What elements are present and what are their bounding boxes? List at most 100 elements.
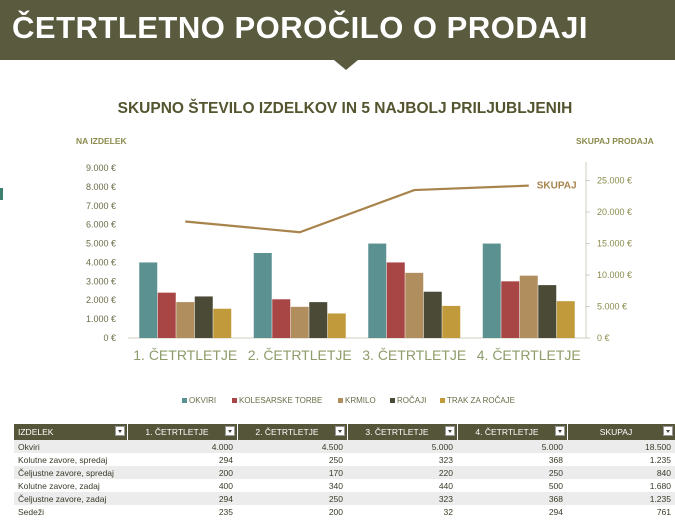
y-tick-label: 3.000 € xyxy=(86,276,116,286)
category-label: 4. ČETRTLETJE xyxy=(477,347,581,363)
total-sales-line[interactable] xyxy=(185,184,529,234)
product-name-cell[interactable]: Čeljustne zavore, zadaj xyxy=(14,492,127,505)
y-tick-label: 2.000 € xyxy=(86,295,116,305)
filter-dropdown-icon[interactable] xyxy=(662,426,673,436)
legend-item-label: ROČAJI xyxy=(397,396,426,405)
value-cell[interactable]: 235 xyxy=(127,505,237,518)
value-cell[interactable]: 500 xyxy=(457,479,567,492)
banner-notch-icon xyxy=(334,60,358,70)
value-cell[interactable]: 294 xyxy=(127,453,237,466)
value-cell[interactable]: 5.000 xyxy=(347,440,457,453)
y2-axis-caption: SKUPAJ PRODAJA xyxy=(576,136,654,146)
value-cell[interactable]: 1.235 xyxy=(567,492,675,505)
legend-swatch xyxy=(232,398,237,403)
legend-item-label: TRAK ZA ROČAJE xyxy=(447,396,515,405)
table-row[interactable]: Okviri 4.000 4.500 5.000 5.000 18.500 xyxy=(14,440,675,453)
table-row[interactable]: Kolutne zavore, zadaj 400 340 440 500 1.680 xyxy=(14,479,675,492)
filter-dropdown-icon[interactable] xyxy=(224,426,235,436)
y2-tick-label: 25.000 € xyxy=(597,176,632,186)
product-name-cell[interactable]: Kolutne zavore, zadaj xyxy=(14,479,127,492)
table-row[interactable]: Čeljustne zavore, zadaj 294 250 323 368 1.235 xyxy=(14,492,675,505)
column-header-label: 3. ČETRTLETJE xyxy=(365,427,429,437)
value-cell[interactable]: 294 xyxy=(127,492,237,505)
filter-dropdown-icon[interactable] xyxy=(114,426,125,436)
bar-trak-za-ro-aje-q1[interactable] xyxy=(213,308,232,338)
column-header-label: 2. ČETRTLETJE xyxy=(255,427,319,437)
product-name-cell[interactable]: Čeljustne zavore, spredaj xyxy=(14,466,127,479)
page-title: ČETRTLETNO POROČILO O PRODAJI xyxy=(12,10,588,45)
total-line-label: SKUPAJ xyxy=(537,181,577,192)
bar-krmilo-q3[interactable] xyxy=(405,272,424,338)
legend-swatch xyxy=(338,398,343,403)
value-cell[interactable]: 1.680 xyxy=(567,479,675,492)
category-label: 3. ČETRTLETJE xyxy=(362,347,466,363)
value-cell[interactable]: 1.235 xyxy=(567,453,675,466)
bar-krmilo-q4[interactable] xyxy=(519,275,538,338)
bar-okviri-q4[interactable] xyxy=(482,243,501,338)
value-cell[interactable]: 840 xyxy=(567,466,675,479)
table-row[interactable]: Kolutne zavore, spredaj 294 250 323 368 1.235 xyxy=(14,453,675,466)
legend-swatch xyxy=(440,398,445,403)
product-name-cell[interactable]: Okviri xyxy=(14,440,127,453)
value-cell[interactable]: 368 xyxy=(457,453,567,466)
y-tick-label: 0 € xyxy=(103,333,116,343)
table-row[interactable]: Sedeži 235 200 32 294 761 xyxy=(14,505,675,518)
bar-trak-za-ro-aje-q3[interactable] xyxy=(442,305,461,338)
y2-tick-label: 20.000 € xyxy=(597,207,632,217)
bar-kolesarske-torbe-q4[interactable] xyxy=(501,281,520,338)
value-cell[interactable]: 4.500 xyxy=(237,440,347,453)
value-cell[interactable]: 200 xyxy=(237,505,347,518)
legend-item-label: KOLESARSKE TORBE xyxy=(239,396,322,405)
filter-dropdown-icon[interactable] xyxy=(554,426,565,436)
bar-ro-aji-q4[interactable] xyxy=(538,285,557,338)
value-cell[interactable]: 4.000 xyxy=(127,440,237,453)
y2-tick-label: 15.000 € xyxy=(597,239,632,249)
table-row[interactable]: Čeljustne zavore, spredaj 200 170 220 250 840 xyxy=(14,466,675,479)
legend-swatch xyxy=(390,398,395,403)
value-cell[interactable]: 368 xyxy=(457,492,567,505)
bar-okviri-q3[interactable] xyxy=(368,243,387,338)
value-cell[interactable]: 323 xyxy=(347,492,457,505)
value-cell[interactable]: 340 xyxy=(237,479,347,492)
value-cell[interactable]: 200 xyxy=(127,466,237,479)
product-name-cell[interactable]: Kolutne zavore, spredaj xyxy=(14,453,127,466)
bar-okviri-q2[interactable] xyxy=(253,253,272,338)
column-header-label: 1. ČETRTLETJE xyxy=(145,427,209,437)
value-cell[interactable]: 440 xyxy=(347,479,457,492)
category-label: 1. ČETRTLETJE xyxy=(133,347,237,363)
column-header: 4. ČETRTLETJE xyxy=(457,424,568,440)
bar-ro-aji-q2[interactable] xyxy=(309,302,328,338)
bar-kolesarske-torbe-q3[interactable] xyxy=(386,262,405,338)
chart-title: SKUPNO ŠTEVILO IZDELKOV IN 5 NAJBOLJ PRI… xyxy=(118,99,573,117)
value-cell[interactable]: 250 xyxy=(457,466,567,479)
value-cell[interactable]: 5.000 xyxy=(457,440,567,453)
column-header-label: IZDELEK xyxy=(18,427,54,437)
bar-okviri-q1[interactable] xyxy=(139,262,158,338)
y-axis-caption: NA IZDELEK xyxy=(76,136,128,146)
bar-kolesarske-torbe-q2[interactable] xyxy=(272,299,291,338)
value-cell[interactable]: 323 xyxy=(347,453,457,466)
sales-chart[interactable]: SKUPNO ŠTEVILO IZDELKOV IN 5 NAJBOLJ PRI… xyxy=(0,60,675,415)
y-tick-label: 1.000 € xyxy=(86,314,116,324)
value-cell[interactable]: 400 xyxy=(127,479,237,492)
value-cell[interactable]: 170 xyxy=(237,466,347,479)
filter-dropdown-icon[interactable] xyxy=(444,426,455,436)
bar-kolesarske-torbe-q1[interactable] xyxy=(157,292,176,338)
product-name-cell[interactable]: Sedeži xyxy=(14,505,127,518)
value-cell[interactable]: 250 xyxy=(237,453,347,466)
bar-krmilo-q2[interactable] xyxy=(290,306,309,338)
value-cell[interactable]: 220 xyxy=(347,466,457,479)
bar-trak-za-ro-aje-q2[interactable] xyxy=(327,313,346,338)
bar-ro-aji-q3[interactable] xyxy=(423,291,442,338)
value-cell[interactable]: 294 xyxy=(457,505,567,518)
y-tick-label: 6.000 € xyxy=(86,220,116,230)
bar-ro-aji-q1[interactable] xyxy=(194,296,213,338)
bar-trak-za-ro-aje-q4[interactable] xyxy=(556,301,575,338)
value-cell[interactable]: 32 xyxy=(347,505,457,518)
column-header-label: 4. ČETRTLETJE xyxy=(475,427,539,437)
bar-krmilo-q1[interactable] xyxy=(176,302,195,338)
value-cell[interactable]: 18.500 xyxy=(567,440,675,453)
value-cell[interactable]: 761 xyxy=(567,505,675,518)
filter-dropdown-icon[interactable] xyxy=(334,426,345,436)
value-cell[interactable]: 250 xyxy=(237,492,347,505)
